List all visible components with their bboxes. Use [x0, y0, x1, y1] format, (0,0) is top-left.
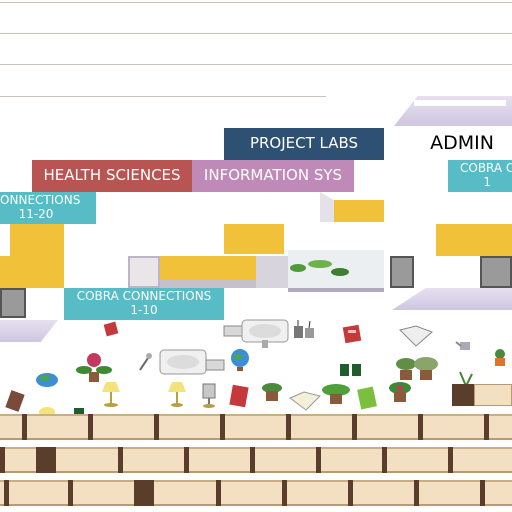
shelf-row-1	[0, 414, 512, 440]
desk-right-1	[416, 224, 512, 256]
shelf-post	[382, 447, 387, 473]
sink-icon	[241, 319, 289, 348]
desk-left-2	[0, 256, 64, 288]
admin-desk-inner	[414, 100, 506, 106]
desk-center-4	[256, 256, 288, 288]
cabinet-left	[0, 288, 26, 318]
shelf-post	[282, 480, 287, 506]
shelf-post	[184, 447, 189, 473]
globe-icon	[36, 373, 58, 387]
open-book-icon	[289, 391, 321, 411]
potted-plant-icon	[495, 349, 505, 366]
left-floor-panel	[0, 320, 58, 342]
shelf-post	[220, 414, 225, 440]
lamp-icon	[102, 382, 120, 407]
shelf-post	[316, 447, 321, 473]
shelf-post	[418, 414, 423, 440]
desk-left-1	[0, 224, 64, 256]
shelf-post	[134, 480, 154, 506]
shelf-post	[352, 414, 357, 440]
book-icon	[5, 390, 25, 412]
desk-center-2	[128, 256, 160, 288]
lamp-icon	[168, 382, 186, 407]
cabinet-right-1	[390, 256, 414, 288]
shelf-post	[68, 480, 73, 506]
book-icon	[342, 324, 362, 344]
sink-icon	[159, 349, 207, 375]
shelf-post	[36, 447, 56, 473]
leafy-plant-icon	[290, 260, 349, 276]
potted-plant-icon	[262, 383, 282, 401]
shelf-post	[216, 480, 221, 506]
desk-center-3	[160, 256, 256, 288]
zone-information-sys[interactable]: INFORMATION SYS	[192, 160, 354, 192]
potted-plant-icon	[389, 382, 411, 402]
book-icon	[229, 384, 249, 408]
shelf-post	[0, 447, 5, 473]
shelf-post	[88, 414, 93, 440]
shelf-post	[118, 447, 123, 473]
shelf-post	[4, 480, 9, 506]
desk-center-1	[224, 224, 288, 254]
keyboard-icon	[205, 359, 225, 371]
lantern-icon	[202, 383, 216, 408]
shelf-post	[484, 414, 489, 440]
cabinet-right-2	[480, 256, 512, 288]
pencil-cup-icon	[294, 320, 314, 338]
shelf-post	[414, 480, 419, 506]
shelf-post	[154, 414, 159, 440]
keyboard-icon	[223, 325, 245, 337]
zone-cobra-right[interactable]: COBRA C 1	[448, 160, 512, 192]
potted-plant-icon	[322, 384, 350, 404]
desk-center-top	[320, 192, 384, 222]
cabinet-wood	[452, 384, 474, 406]
potted-plant-icon	[76, 353, 112, 382]
shelf-post	[250, 447, 255, 473]
top-line-4	[0, 96, 326, 97]
open-book-icon	[399, 325, 433, 347]
mug-icon	[340, 364, 361, 376]
watering-can-icon	[455, 341, 470, 350]
zone-connections-11-20[interactable]: CONNECTIONS 11-20	[0, 192, 96, 224]
book-icon	[357, 386, 377, 410]
top-line-3	[0, 64, 512, 65]
top-line-1	[0, 2, 512, 3]
zone-admin[interactable]: ADMIN	[430, 132, 494, 155]
shelf-post	[480, 480, 485, 506]
mug-icon	[74, 408, 84, 416]
right-floor-panel	[392, 288, 512, 310]
shelf-post	[286, 414, 291, 440]
zone-cobra-connections-1-10[interactable]: COBRA CONNECTIONS 1-10	[64, 288, 224, 320]
top-line-2	[0, 33, 512, 34]
potted-plant-icon	[396, 357, 438, 380]
shelf-row-3	[0, 480, 512, 506]
counter-right	[474, 384, 512, 406]
zone-health-sciences[interactable]: HEALTH SCIENCES	[32, 160, 192, 192]
shelf-row-2	[0, 447, 512, 473]
globe-icon	[231, 349, 249, 371]
shelf-post	[448, 447, 453, 473]
shelf-post	[348, 480, 353, 506]
book-icon	[103, 321, 119, 337]
shelf-post	[22, 414, 27, 440]
zone-project-labs[interactable]: PROJECT LABS	[224, 128, 384, 160]
spoon-icon	[139, 353, 152, 371]
